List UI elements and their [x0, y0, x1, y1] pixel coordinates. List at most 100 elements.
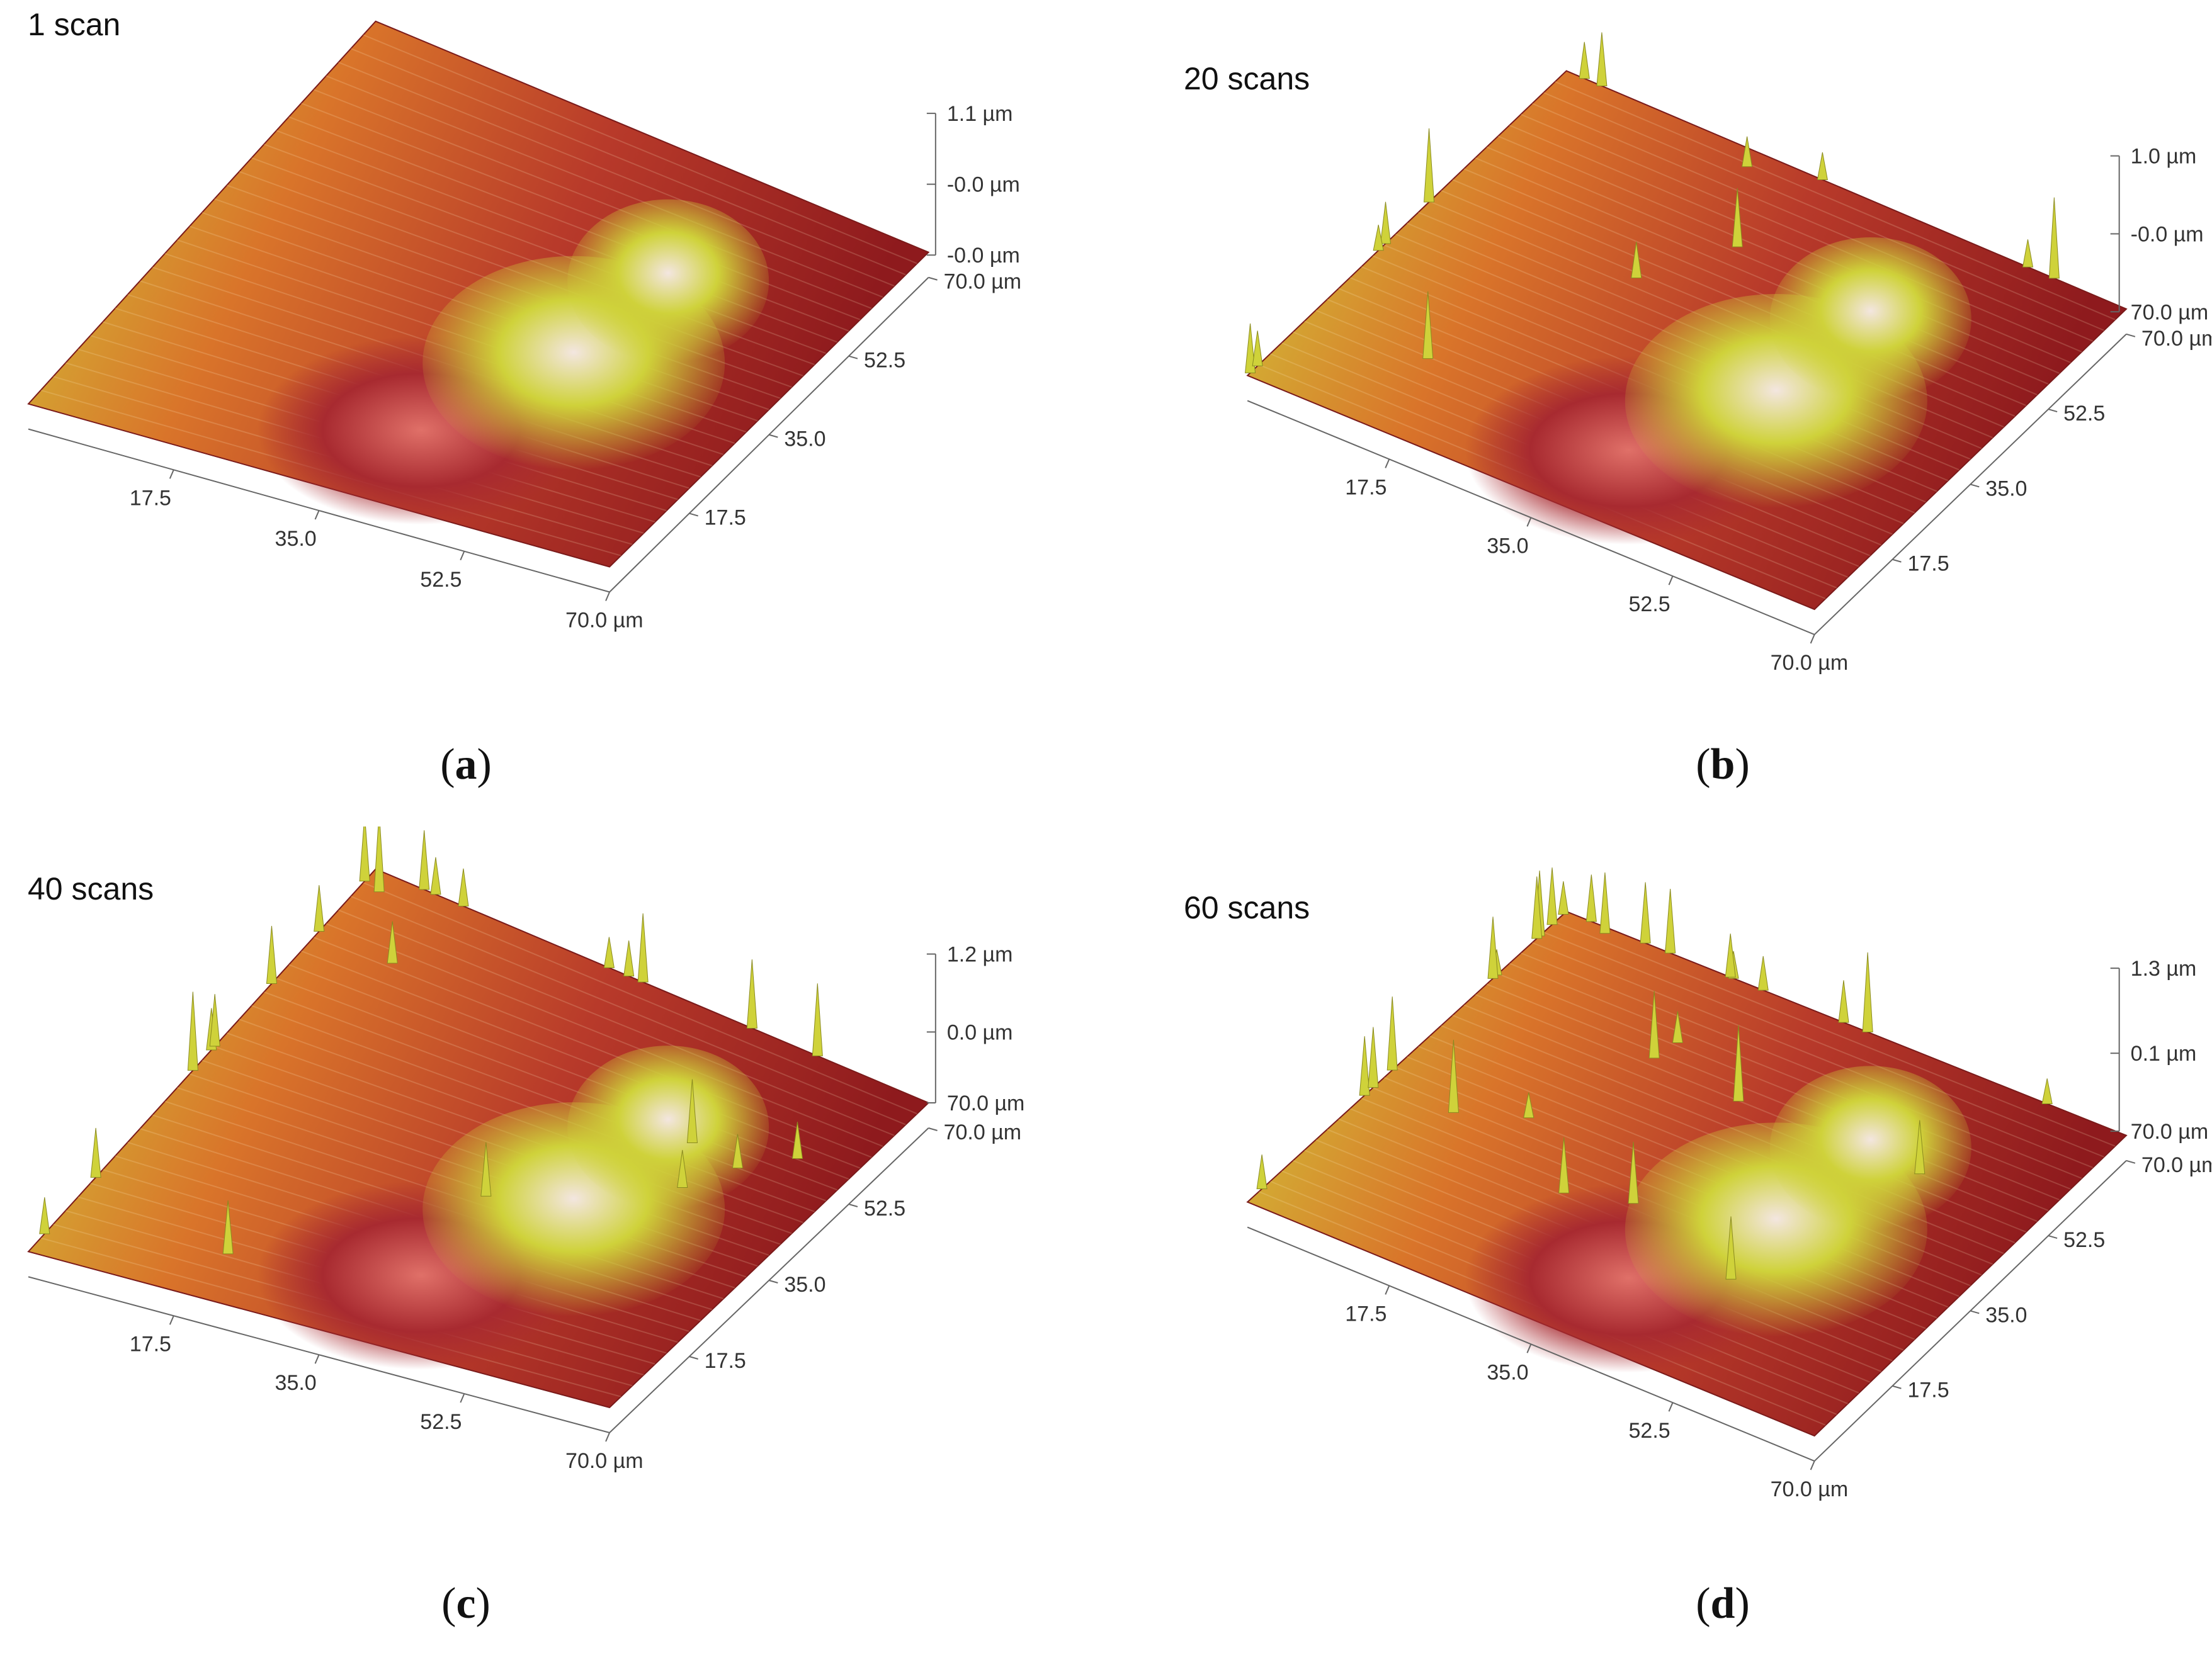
x-tick-mark: [314, 510, 320, 520]
surface-spike: [1665, 889, 1676, 954]
y-tick-mark: [1892, 558, 1902, 563]
z-tick-label: 1.3 µm: [2131, 957, 2197, 981]
surface-spike: [1387, 996, 1398, 1071]
z-tick-label: 1.0 µm: [2131, 145, 2197, 169]
x-tick-label: 35.0: [1487, 1360, 1528, 1384]
z-tick-label: 0.1 µm: [2131, 1042, 2197, 1066]
y-tick-mark: [1970, 1310, 1980, 1314]
texture-line: [1555, 921, 2116, 1147]
caption-b: (b): [1696, 740, 1750, 789]
surface-spike: [1368, 1027, 1379, 1088]
panel-b: 17.5 35.0 52.5 70.0 µm 17.5 35.0 52.5 70.0 µm 1.…: [1106, 0, 2211, 826]
x-tick-mark: [460, 551, 465, 561]
texture-line: [1555, 81, 2116, 320]
surface-spike: [1672, 1011, 1683, 1044]
y-tick-mark: [689, 1356, 698, 1360]
surface-spike: [1487, 917, 1499, 979]
x-tick-label: 70.0 µm: [565, 1449, 644, 1473]
texture-line: [1543, 932, 2104, 1158]
y-tick-label: 70.0 µm: [944, 1120, 1022, 1144]
surface-spike: [686, 1079, 698, 1144]
y-tick-label: 17.5: [1907, 552, 1949, 576]
surface-spike: [458, 868, 469, 906]
surface-spike: [1423, 128, 1435, 203]
x-tick-mark: [1385, 459, 1390, 468]
texture-line: [363, 34, 917, 264]
y-tick-label: 52.5: [2063, 402, 2105, 426]
x-tick-mark: [1526, 1343, 1532, 1353]
x-tick-mark: [169, 469, 174, 479]
surface-spike: [1725, 1216, 1737, 1280]
surface-spike: [623, 940, 635, 977]
texture-line: [338, 909, 895, 1136]
surface-spike: [1838, 980, 1849, 1023]
surface-spike: [419, 830, 430, 890]
surface-spike: [1252, 330, 1263, 366]
y-tick-mark: [1892, 1385, 1902, 1389]
y-tick-label: 35.0: [784, 1273, 825, 1297]
panel-title-c: 40 scans: [28, 871, 154, 906]
surface-spike: [430, 857, 441, 895]
surface-spike: [1558, 881, 1569, 915]
surface-spike: [1373, 224, 1384, 251]
peak-secondary: [1769, 237, 1971, 401]
z-tick-label: -0.0 µm: [947, 244, 1020, 268]
x-tick-label: 52.5: [420, 1410, 462, 1434]
y-tick-mark: [928, 276, 938, 281]
x-tick-label: 35.0: [275, 1371, 317, 1395]
y-tick-mark: [2126, 333, 2136, 337]
texture-line: [326, 923, 883, 1148]
surface-plot-c: 17.5 35.0 52.5 70.0 µm 17.5 35.0 52.5 70.0 µm 1.…: [27, 826, 1025, 1473]
y-tick-label: 70.0 µm: [2141, 327, 2211, 351]
x-tick-mark: [1668, 575, 1674, 585]
surface-spike: [637, 913, 649, 983]
y-tick-label: 17.5: [1907, 1379, 1949, 1402]
x-tick-mark: [1810, 1460, 1815, 1470]
y-tick-mark: [2048, 409, 2058, 413]
surface-spike: [732, 1134, 744, 1168]
surface-spike: [480, 1142, 492, 1197]
y-tick-mark: [689, 512, 698, 517]
y-tick-label: 70.0 µm: [2141, 1153, 2211, 1177]
texture-line: [350, 48, 906, 276]
surface-spike: [2048, 197, 2060, 279]
texture-line: [1520, 113, 2082, 353]
y-tick-label: 17.5: [705, 506, 746, 530]
z-tick-label: 70.0 µm: [947, 1092, 1025, 1115]
texture-line: [313, 937, 872, 1158]
x-tick-mark: [169, 1315, 174, 1325]
caption-a: (a): [440, 740, 492, 789]
surface-spike: [1757, 956, 1769, 991]
surface-spike: [1817, 152, 1828, 181]
surface-spike: [359, 826, 370, 882]
x-tick-mark: [1668, 1402, 1674, 1412]
x-tick-label: 70.0 µm: [1771, 651, 1849, 675]
surface-spike: [1531, 876, 1543, 939]
x-axis-line: [28, 1276, 610, 1433]
z-tick-label: 0.0 µm: [947, 1020, 1013, 1044]
peak-secondary: [567, 1046, 769, 1210]
surface-spike: [1862, 952, 1873, 1032]
surface-plot-d: 17.5 35.0 52.5 70.0 µm 17.5 35.0 52.5 70.0 µm 1.…: [1246, 867, 2211, 1501]
y-tick-label: 52.5: [2063, 1228, 2105, 1252]
y-tick-label: 35.0: [784, 427, 825, 451]
panel-title-d: 60 scans: [1184, 890, 1310, 925]
surface-spike: [1732, 188, 1743, 247]
x-tick-label: 17.5: [130, 1332, 171, 1356]
y-tick-label: 35.0: [1985, 477, 2027, 500]
peak-secondary: [567, 199, 769, 363]
surface-spike: [1244, 323, 1256, 373]
surface-spike: [1523, 1092, 1534, 1119]
y-tick-label: 70.0 µm: [944, 270, 1022, 294]
texture-line: [313, 89, 872, 309]
surface-spike: [187, 991, 198, 1071]
panel-title-b: 20 scans: [1184, 61, 1310, 96]
y-tick-mark: [2126, 1159, 2136, 1164]
surface-spike: [222, 1200, 234, 1255]
surface-spike: [373, 826, 385, 893]
x-tick-label: 35.0: [275, 527, 317, 551]
x-tick-mark: [1810, 634, 1815, 644]
texture-line: [338, 61, 895, 287]
x-tick-mark: [1526, 517, 1532, 527]
surface-spike: [2022, 239, 2034, 268]
